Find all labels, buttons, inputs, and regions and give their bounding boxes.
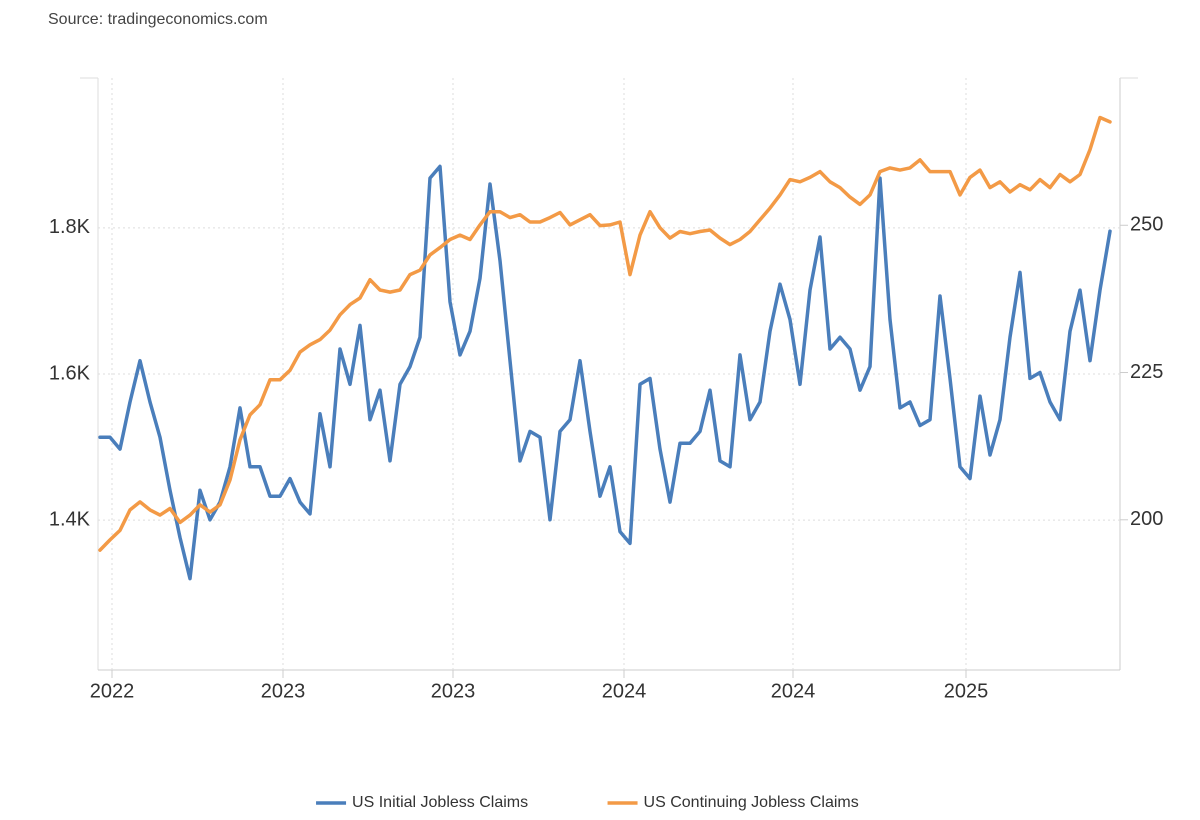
x-tick-label: 2024: [602, 680, 647, 702]
x-tick-label: 2025: [944, 680, 989, 702]
y2-tick-label: 250: [1130, 214, 1163, 236]
y2-tick-label: 200: [1130, 508, 1163, 530]
series-line: [98, 115, 1112, 552]
x-tick-label: 2022: [90, 680, 135, 702]
legend-label: US Initial Jobless Claims: [352, 794, 528, 811]
x-tick-label: 2023: [261, 680, 306, 702]
series-line: [98, 164, 1112, 581]
y-tick-label: 1.8K: [49, 216, 91, 238]
y2-tick-label: 225: [1130, 361, 1163, 383]
y-tick-label: 1.6K: [49, 362, 91, 384]
x-tick-label: 2024: [771, 680, 816, 702]
x-tick-label: 2023: [431, 680, 476, 702]
source: Source: tradingeconomics.com: [48, 11, 268, 28]
legend-label: US Continuing Jobless Claims: [644, 794, 859, 811]
y-tick-label: 1.4K: [49, 508, 91, 530]
